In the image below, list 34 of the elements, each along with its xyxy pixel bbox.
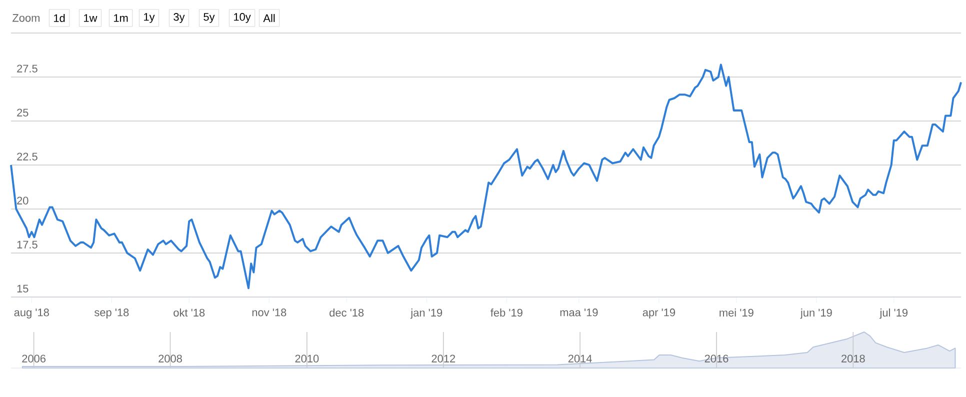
x-tick-label: 2018 (842, 354, 865, 362)
x-tick-label: maa '19 (560, 308, 598, 316)
y-tick-label: 27.5 (17, 64, 38, 72)
text: 10y (234, 13, 251, 23)
x-tick-label: jul '19 (879, 308, 908, 319)
x-tick-label: sep '18 (94, 308, 129, 318)
text: 1y (144, 13, 155, 23)
x-tick-label: okt '18 (174, 308, 205, 317)
x-tick-label: 2016 (704, 354, 728, 362)
x-tick-label: jun '19 (800, 308, 832, 319)
x-tick-label: jan '19 (410, 308, 442, 319)
text: 1d (54, 14, 65, 22)
x-tick-label: apr '19 (642, 308, 676, 318)
y-tick-label: 25 (17, 108, 28, 116)
y-tick-label: 15 (17, 284, 28, 292)
x-tick-label: 2010 (295, 354, 319, 362)
x-tick-label: mei '19 (720, 308, 754, 317)
text: 1m (114, 14, 128, 22)
x-tick-label: nov '18 (252, 308, 286, 316)
x-tick-label: aug '18 (14, 308, 49, 318)
x-tick-label: 2014 (568, 354, 592, 362)
text: Zoom (12, 14, 40, 22)
y-tick-label: 20 (17, 196, 28, 204)
x-tick-label: 2006 (22, 354, 46, 362)
text: 5y (204, 13, 215, 23)
x-tick-label: 2008 (158, 354, 182, 362)
x-tick-label: feb '19 (490, 308, 522, 317)
text: All (263, 14, 275, 22)
x-tick-label: dec '18 (330, 308, 364, 317)
text: 3y (174, 13, 185, 23)
x-tick-label: 2012 (432, 354, 456, 362)
y-tick-label: 17.5 (17, 240, 38, 248)
text: 1w (84, 14, 98, 22)
y-tick-label: 22.5 (17, 152, 38, 160)
